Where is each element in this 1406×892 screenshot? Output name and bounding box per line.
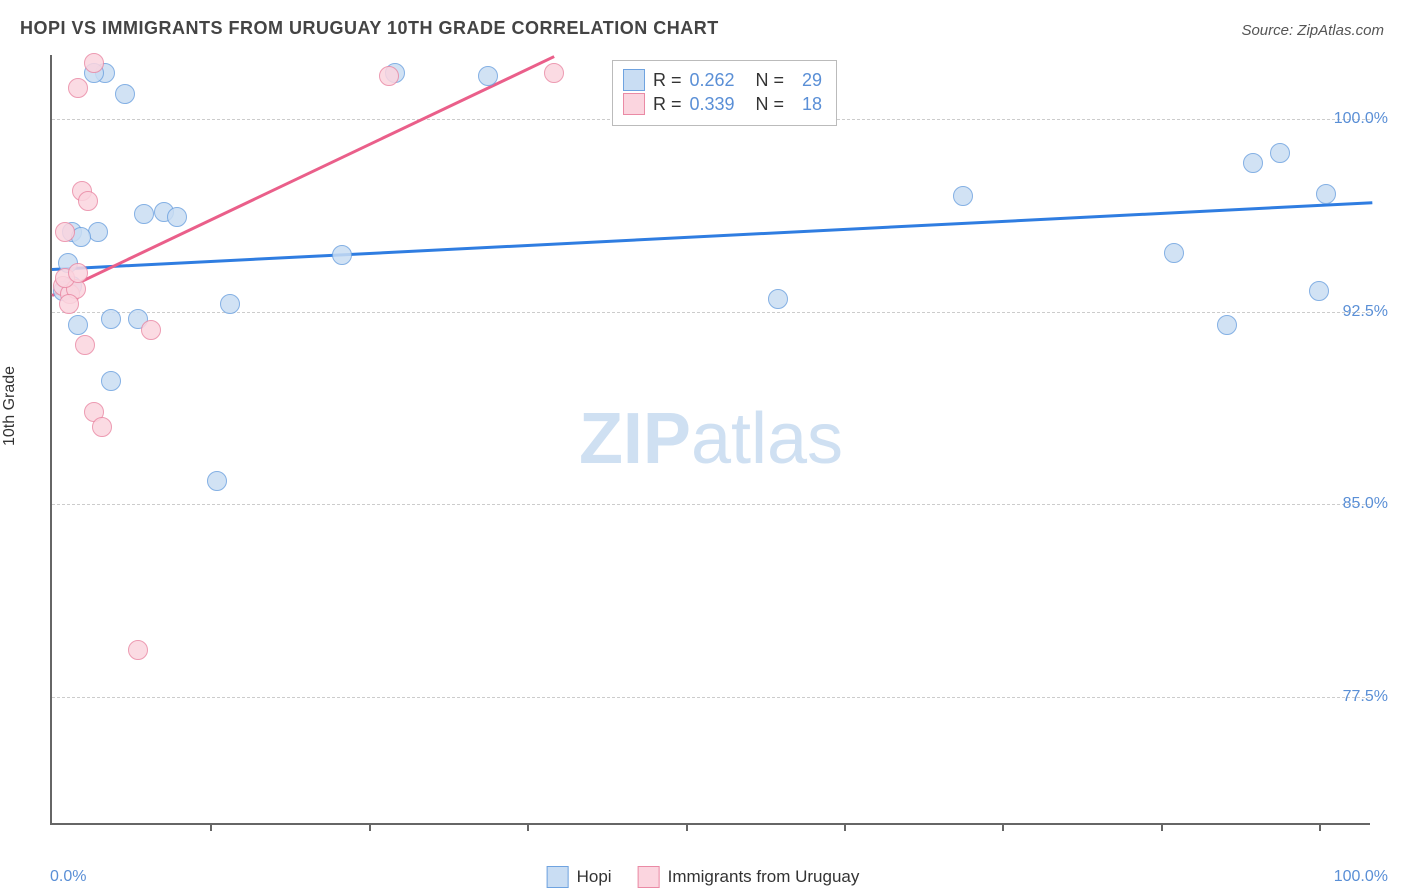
y-tick-label: 85.0% [1343,495,1388,513]
data-point-uruguay [92,417,112,437]
legend-swatch-hopi [547,866,569,888]
data-point-hopi [1243,153,1263,173]
legend-label-uruguay: Immigrants from Uruguay [668,867,860,887]
x-tick [844,823,846,831]
data-point-uruguay [68,263,88,283]
legend-item-uruguay: Immigrants from Uruguay [638,866,860,888]
x-tick [1161,823,1163,831]
data-point-hopi [1164,243,1184,263]
data-point-hopi [1309,281,1329,301]
data-point-uruguay [55,222,75,242]
stat-n-value-hopi: 29 [792,70,822,91]
y-tick-label: 100.0% [1334,110,1388,128]
watermark-rest: atlas [691,399,843,479]
legend-swatch-uruguay [638,866,660,888]
source-attribution: Source: ZipAtlas.com [1241,22,1384,39]
x-tick [686,823,688,831]
data-point-hopi [478,66,498,86]
y-axis-label: 10th Grade [1,366,19,446]
data-point-hopi [1270,143,1290,163]
scatter-plot-area: ZIPatlas R = 0.262 N = 29 R = 0.339 N = 18 [50,55,1370,825]
watermark-bold: ZIP [579,399,691,479]
data-point-hopi [88,222,108,242]
stat-r-value-uruguay: 0.339 [690,94,748,115]
stat-r-value-hopi: 0.262 [690,70,748,91]
data-point-hopi [101,309,121,329]
data-point-uruguay [68,78,88,98]
x-axis-max-label: 100.0% [1334,868,1388,886]
data-point-uruguay [59,294,79,314]
stats-row-hopi: R = 0.262 N = 29 [623,69,822,91]
stat-r-label: R = [653,70,682,91]
data-point-uruguay [379,66,399,86]
stats-legend-box: R = 0.262 N = 29 R = 0.339 N = 18 [612,60,837,126]
y-tick-label: 92.5% [1343,303,1388,321]
data-point-hopi [68,315,88,335]
x-tick [369,823,371,831]
data-point-uruguay [544,63,564,83]
stat-n-value-uruguay: 18 [792,94,822,115]
data-point-hopi [134,204,154,224]
data-point-hopi [953,186,973,206]
gridline-h [52,697,1370,698]
x-tick [210,823,212,831]
stat-n-label: N = [756,94,785,115]
swatch-uruguay [623,93,645,115]
legend-bottom: Hopi Immigrants from Uruguay [547,866,860,888]
x-tick [1002,823,1004,831]
data-point-hopi [101,371,121,391]
data-point-hopi [332,245,352,265]
legend-label-hopi: Hopi [577,867,612,887]
swatch-hopi [623,69,645,91]
gridline-h [52,504,1370,505]
x-tick [527,823,529,831]
data-point-uruguay [78,191,98,211]
legend-item-hopi: Hopi [547,866,612,888]
data-point-hopi [220,294,240,314]
data-point-hopi [768,289,788,309]
watermark: ZIPatlas [579,398,843,480]
data-point-hopi [1316,184,1336,204]
data-point-hopi [207,471,227,491]
data-point-hopi [167,207,187,227]
x-tick [1319,823,1321,831]
data-point-uruguay [128,640,148,660]
data-point-uruguay [75,335,95,355]
stat-n-label: N = [756,70,785,91]
stat-r-label: R = [653,94,682,115]
data-point-hopi [1217,315,1237,335]
data-point-hopi [115,84,135,104]
chart-title: HOPI VS IMMIGRANTS FROM URUGUAY 10TH GRA… [20,18,719,39]
gridline-h [52,312,1370,313]
x-axis-min-label: 0.0% [50,868,86,886]
stats-row-uruguay: R = 0.339 N = 18 [623,93,822,115]
data-point-uruguay [141,320,161,340]
data-point-uruguay [84,53,104,73]
y-tick-label: 77.5% [1343,688,1388,706]
